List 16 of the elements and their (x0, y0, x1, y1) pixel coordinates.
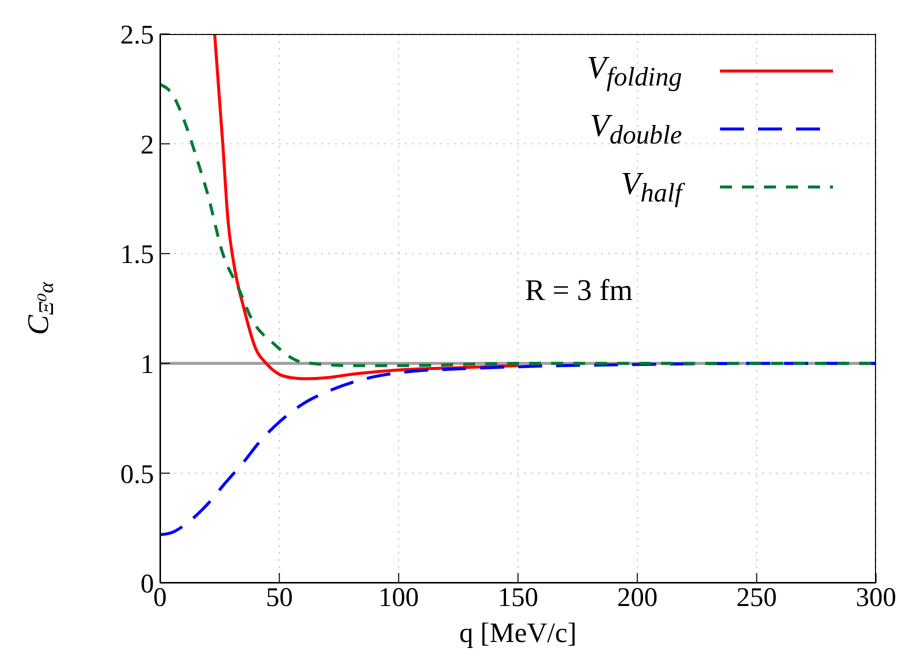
annotation: R = 3 fm (525, 274, 633, 307)
x-tick-label: 100 (378, 582, 419, 612)
x-tick-label: 250 (736, 582, 777, 612)
x-axis-title: q [MeV/c] (459, 618, 577, 649)
x-tick-label: 200 (617, 582, 658, 612)
legend-label: V$_{folding}$ (586, 49, 682, 92)
legend-label: V$_{double}$ (590, 107, 682, 150)
x-tick-label: 50 (266, 582, 293, 612)
y-tick-label: 2 (140, 129, 154, 160)
y-tick-label: 1.5 (120, 239, 154, 270)
y-tick-label: 0.5 (120, 458, 154, 489)
y-tick-label: 2.5 (120, 20, 154, 50)
y-tick-label: 1 (140, 348, 154, 379)
x-tick-label: 300 (856, 582, 896, 612)
x-tick-label: 150 (498, 582, 538, 612)
line-series (160, 362, 876, 536)
